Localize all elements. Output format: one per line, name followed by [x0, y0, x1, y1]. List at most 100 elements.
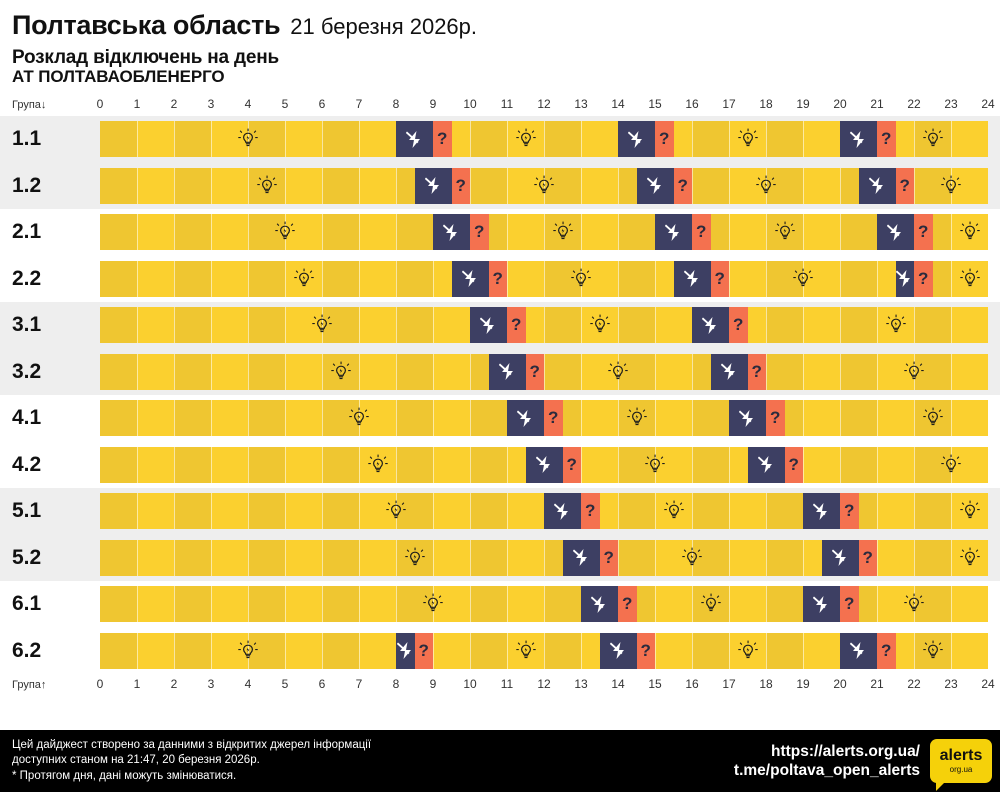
outage-block[interactable] — [433, 214, 470, 250]
outage-block[interactable] — [655, 214, 692, 250]
hour-gridline — [581, 446, 582, 483]
possible-outage-block[interactable]: ? — [840, 586, 859, 622]
bolt-off-icon — [665, 223, 679, 241]
possible-outage-block[interactable]: ? — [636, 632, 655, 669]
hour-gridline — [137, 260, 138, 297]
possible-outage-block[interactable]: ? — [766, 400, 785, 436]
possible-outage-block[interactable]: ? — [710, 260, 729, 297]
bolt-off-icon — [887, 223, 904, 242]
hour-gridline — [285, 307, 286, 343]
table-row: 1.1??? — [0, 116, 1000, 163]
hour-cell — [766, 260, 803, 297]
hour-cell — [174, 493, 211, 529]
outage-block[interactable] — [821, 539, 859, 576]
hour-gridline — [581, 632, 582, 669]
outage-block[interactable] — [562, 539, 600, 576]
possible-outage-block[interactable]: ? — [914, 214, 933, 250]
outage-block[interactable] — [729, 400, 766, 436]
possible-outage-block[interactable]: ? — [877, 632, 896, 669]
hour-cell — [174, 400, 211, 436]
bolt-off-icon — [850, 641, 867, 660]
outage-block[interactable] — [599, 632, 637, 669]
hour-gridline — [322, 307, 323, 343]
outage-block[interactable] — [396, 121, 433, 157]
hour-gridline — [951, 400, 952, 436]
outage-block[interactable] — [451, 260, 489, 297]
possible-outage-block[interactable]: ? — [673, 167, 692, 204]
outage-block[interactable] — [840, 632, 877, 669]
possible-outage-block[interactable]: ? — [618, 586, 637, 622]
outage-block[interactable] — [507, 400, 544, 436]
hour-gridline — [729, 214, 730, 250]
possible-outage-block[interactable]: ? — [599, 539, 618, 576]
axis-tick-0-bottom: 0 — [96, 677, 104, 691]
hour-gridline — [470, 167, 471, 204]
telegram-link[interactable]: t.me/poltava_open_alerts — [733, 762, 920, 779]
outage-block[interactable] — [618, 121, 655, 157]
hour-gridline — [766, 121, 767, 157]
website-link[interactable]: https://alerts.org.ua/ — [771, 742, 920, 760]
possible-outage-block[interactable]: ? — [488, 260, 507, 297]
possible-outage-block[interactable]: ? — [414, 632, 433, 669]
outage-block[interactable] — [692, 307, 729, 343]
possible-outage-block[interactable]: ? — [655, 121, 674, 157]
hour-cell — [544, 167, 581, 204]
outage-block[interactable] — [636, 167, 674, 204]
hour-gridline — [655, 493, 656, 529]
hour-gridline — [692, 446, 693, 483]
possible-outage-block[interactable]: ? — [729, 307, 748, 343]
outage-block[interactable] — [525, 446, 563, 483]
outage-block[interactable] — [803, 493, 840, 529]
lightbulb-icon — [608, 361, 628, 379]
possible-outage-block[interactable]: ? — [470, 214, 489, 250]
possible-outage-block[interactable]: ? — [525, 353, 544, 390]
hour-gridline — [507, 214, 508, 250]
possible-outage-block[interactable]: ? — [784, 446, 803, 483]
bolt-off-icon — [517, 409, 531, 427]
possible-outage-block[interactable]: ? — [581, 493, 600, 529]
possible-outage-block[interactable]: ? — [914, 260, 933, 297]
hour-gridline — [137, 493, 138, 529]
hour-cell — [914, 167, 951, 204]
outage-block[interactable] — [840, 121, 877, 157]
outage-block[interactable] — [803, 586, 840, 622]
hour-gridline — [470, 121, 471, 157]
possible-outage-block[interactable]: ? — [562, 446, 581, 483]
lightbulb-icon — [640, 447, 670, 483]
outage-block[interactable] — [414, 167, 452, 204]
outage-block[interactable] — [396, 632, 415, 669]
hour-gridline — [322, 539, 323, 576]
outage-block[interactable] — [544, 493, 581, 529]
hour-gridline — [285, 632, 286, 669]
possible-outage-block[interactable]: ? — [507, 307, 526, 343]
axis-tick-14-top: 14 — [611, 97, 625, 111]
hour-cell — [174, 121, 211, 157]
outage-block[interactable] — [470, 307, 507, 343]
outage-block[interactable] — [895, 260, 914, 297]
possible-outage-block[interactable]: ? — [451, 167, 470, 204]
hour-cell — [211, 353, 248, 390]
possible-outage-block[interactable]: ? — [747, 353, 766, 390]
hour-gridline — [544, 307, 545, 343]
hour-cell — [951, 632, 988, 669]
hour-gridline — [655, 353, 656, 390]
outage-block[interactable] — [710, 353, 748, 390]
timeline-track-4.1: ?? — [100, 400, 988, 436]
possible-outage-block[interactable]: ? — [544, 400, 563, 436]
outage-block[interactable] — [488, 353, 526, 390]
possible-outage-block[interactable]: ? — [877, 121, 896, 157]
hour-cell — [507, 586, 544, 622]
possible-outage-block[interactable]: ? — [692, 214, 711, 250]
outage-block[interactable] — [858, 167, 896, 204]
hour-cell — [507, 260, 544, 297]
outage-block[interactable] — [673, 260, 711, 297]
outage-block[interactable] — [581, 586, 618, 622]
hour-cell — [766, 307, 803, 343]
possible-outage-block[interactable]: ? — [840, 493, 859, 529]
possible-outage-block[interactable]: ? — [895, 167, 914, 204]
outage-block[interactable] — [877, 214, 914, 250]
outage-block[interactable] — [747, 446, 785, 483]
possible-outage-block[interactable]: ? — [858, 539, 877, 576]
hour-cell — [544, 121, 581, 157]
possible-outage-block[interactable]: ? — [433, 121, 452, 157]
